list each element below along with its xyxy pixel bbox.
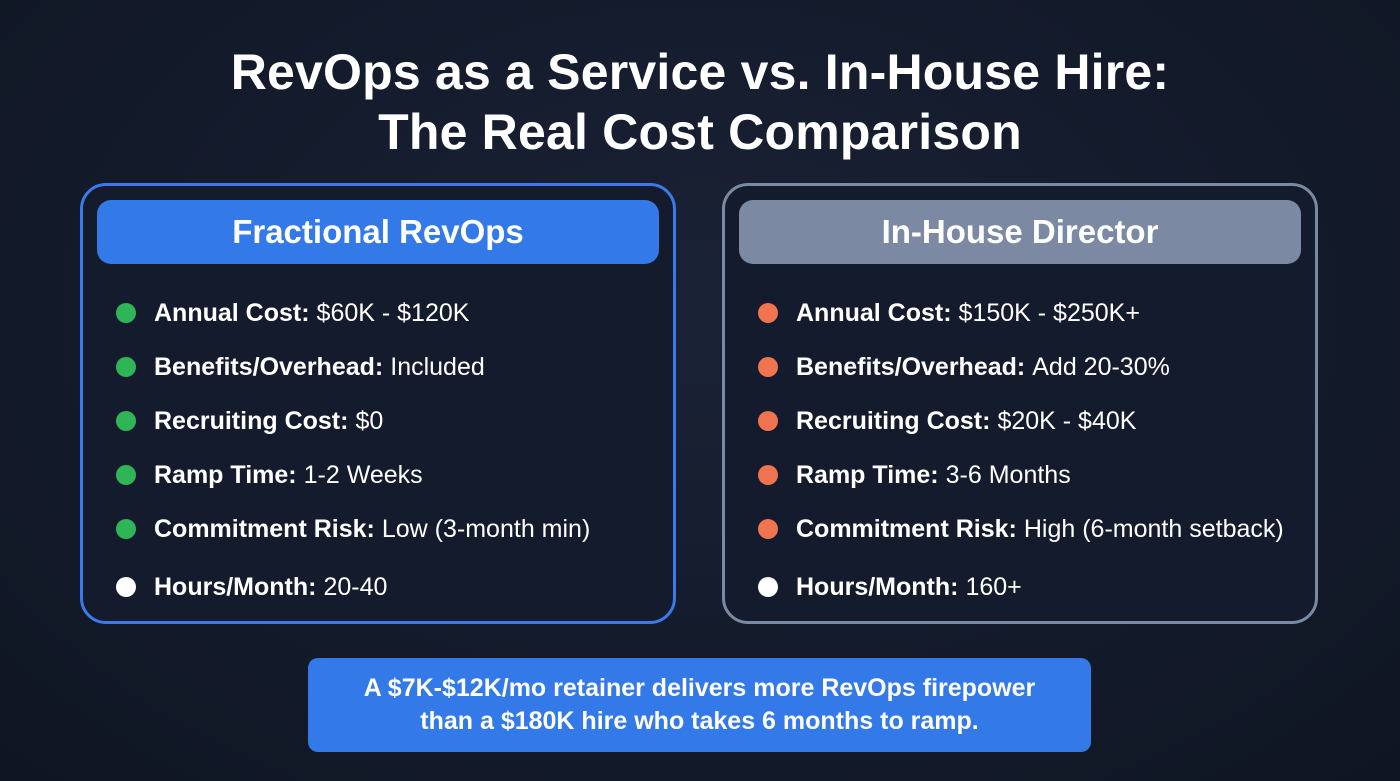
item-value: Included: [390, 352, 485, 381]
item-label: Commitment Risk:: [154, 514, 375, 543]
item-label: Ramp Time:: [796, 460, 939, 489]
bullet-dot-icon: [116, 303, 136, 323]
card-fractional-revops: Fractional RevOps Annual Cost: $60K - $12…: [80, 183, 676, 624]
list-item-ramp-time: Ramp Time: 3-6 Months: [758, 448, 1305, 502]
list-item-benefits-overhead: Benefits/Overhead: Add 20-30%: [758, 340, 1305, 394]
item-value: 1-2 Weeks: [303, 460, 423, 489]
card-in-house-director: In-House Director Annual Cost: $150K - $2…: [722, 183, 1318, 624]
item-list: Annual Cost: $60K - $120K Benefits/Overhe…: [116, 286, 663, 614]
item-label: Annual Cost:: [796, 298, 952, 327]
item-label: Hours/Month:: [796, 572, 959, 601]
bullet-dot-icon: [116, 519, 136, 539]
list-item-recruiting-cost: Recruiting Cost: $0: [116, 394, 663, 448]
item-value: $150K - $250K+: [958, 298, 1140, 327]
page-title: RevOps as a Service vs. In-House Hire: T…: [0, 42, 1400, 162]
card-header: Fractional RevOps: [97, 200, 659, 264]
item-value: High (6-month setback): [1023, 514, 1284, 543]
item-label: Ramp Time:: [154, 460, 297, 489]
title-line-2: The Real Cost Comparison: [378, 104, 1022, 160]
callout-banner: A $7K-$12K/mo retainer delivers more Rev…: [308, 658, 1091, 752]
card-header: In-House Director: [739, 200, 1301, 264]
bullet-dot-icon: [758, 577, 778, 597]
bullet-dot-icon: [758, 411, 778, 431]
list-item-commitment-risk: Commitment Risk: Low (3-month min): [116, 502, 663, 556]
bullet-dot-icon: [116, 465, 136, 485]
bullet-dot-icon: [758, 519, 778, 539]
list-item-benefits-overhead: Benefits/Overhead: Included: [116, 340, 663, 394]
item-value: $60K - $120K: [316, 298, 470, 327]
item-value: Low (3-month min): [381, 514, 591, 543]
item-label: Benefits/Overhead:: [154, 352, 384, 381]
callout-line-1: A $7K-$12K/mo retainer delivers more Rev…: [363, 674, 1036, 702]
list-item-hours-month: Hours/Month: 20-40: [116, 560, 663, 614]
item-value: Add 20-30%: [1032, 352, 1170, 381]
callout-line-2: than a $180K hire who takes 6 months to …: [420, 707, 979, 735]
item-label: Hours/Month:: [154, 572, 317, 601]
bullet-dot-icon: [116, 357, 136, 377]
bullet-dot-icon: [116, 577, 136, 597]
item-label: Annual Cost:: [154, 298, 310, 327]
item-label: Commitment Risk:: [796, 514, 1017, 543]
item-value: 3-6 Months: [945, 460, 1071, 489]
list-item-commitment-risk: Commitment Risk: High (6-month setback): [758, 502, 1305, 556]
item-value: $20K - $40K: [997, 406, 1137, 435]
list-item-recruiting-cost: Recruiting Cost: $20K - $40K: [758, 394, 1305, 448]
item-label: Benefits/Overhead:: [796, 352, 1026, 381]
item-value: $0: [355, 406, 384, 435]
bullet-dot-icon: [758, 303, 778, 323]
list-item-hours-month: Hours/Month: 160+: [758, 560, 1305, 614]
title-line-1: RevOps as a Service vs. In-House Hire:: [230, 44, 1170, 100]
list-item-annual-cost: Annual Cost: $150K - $250K+: [758, 286, 1305, 340]
list-item-ramp-time: Ramp Time: 1-2 Weeks: [116, 448, 663, 502]
list-item-annual-cost: Annual Cost: $60K - $120K: [116, 286, 663, 340]
bullet-dot-icon: [758, 465, 778, 485]
bullet-dot-icon: [116, 411, 136, 431]
item-list: Annual Cost: $150K - $250K+ Benefits/Over…: [758, 286, 1305, 614]
item-value: 160+: [965, 572, 1022, 601]
bullet-dot-icon: [758, 357, 778, 377]
item-label: Recruiting Cost:: [796, 406, 991, 435]
item-label: Recruiting Cost:: [154, 406, 349, 435]
item-value: 20-40: [323, 572, 388, 601]
